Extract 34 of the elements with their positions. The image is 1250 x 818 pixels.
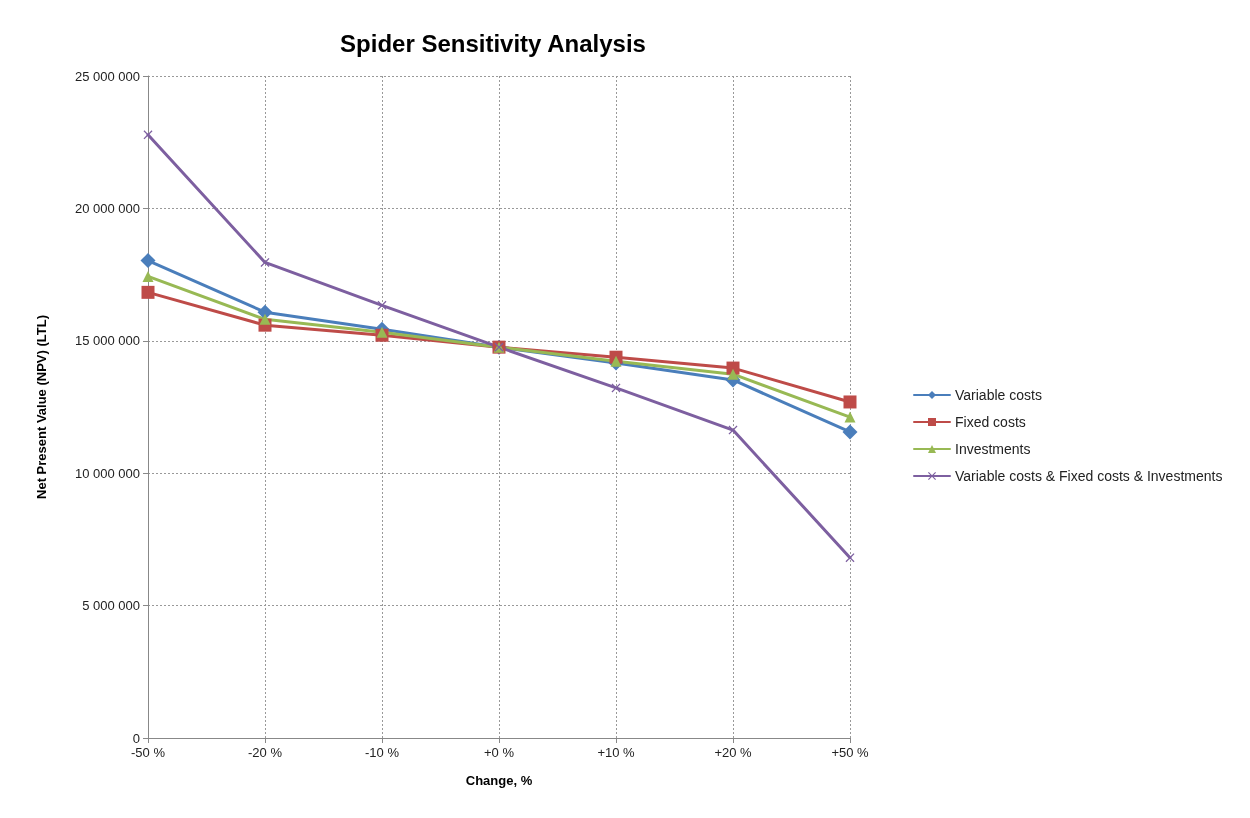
point [843, 395, 857, 409]
point [142, 270, 154, 282]
y-tick-label: 25 000 000 [74, 68, 140, 84]
x-tick-label: -10 % [365, 745, 400, 760]
x-axis-title: Change, % [465, 773, 533, 788]
x-tick-label: -20 % [248, 745, 283, 760]
point [376, 326, 388, 338]
legend-label: Investments [955, 441, 1031, 457]
point [140, 253, 156, 269]
point [259, 313, 271, 325]
point [377, 300, 387, 310]
point [143, 130, 153, 140]
y-axis-title: Net Present Value (NPV) (LTL) [34, 315, 49, 499]
y-tick-label: 20 000 000 [74, 200, 140, 216]
point [610, 355, 622, 367]
chart-title: Spider Sensitivity Analysis [340, 29, 646, 57]
x-tick-label: +50 % [831, 745, 870, 760]
point [842, 424, 858, 440]
legend-label: Variable costs [955, 387, 1042, 403]
legend-label: Fixed costs [955, 414, 1026, 430]
point [260, 257, 270, 267]
y-tick-label: 5 000 000 [82, 598, 140, 614]
y-tick-label: 0 [132, 730, 140, 746]
x-tick-label: +20 % [714, 745, 753, 760]
point [845, 553, 855, 563]
point [727, 368, 739, 380]
legend-label: Variable costs & Fixed costs & Investments [955, 468, 1223, 484]
point [844, 411, 856, 423]
y-tick-label: 15 000 000 [74, 333, 140, 349]
point [141, 285, 155, 299]
y-tick-label: 10 000 000 [74, 465, 140, 481]
x-tick-label: +0 % [484, 745, 515, 760]
x-tick-label: +10 % [597, 745, 636, 760]
x-tick-label: -50 % [131, 745, 166, 760]
